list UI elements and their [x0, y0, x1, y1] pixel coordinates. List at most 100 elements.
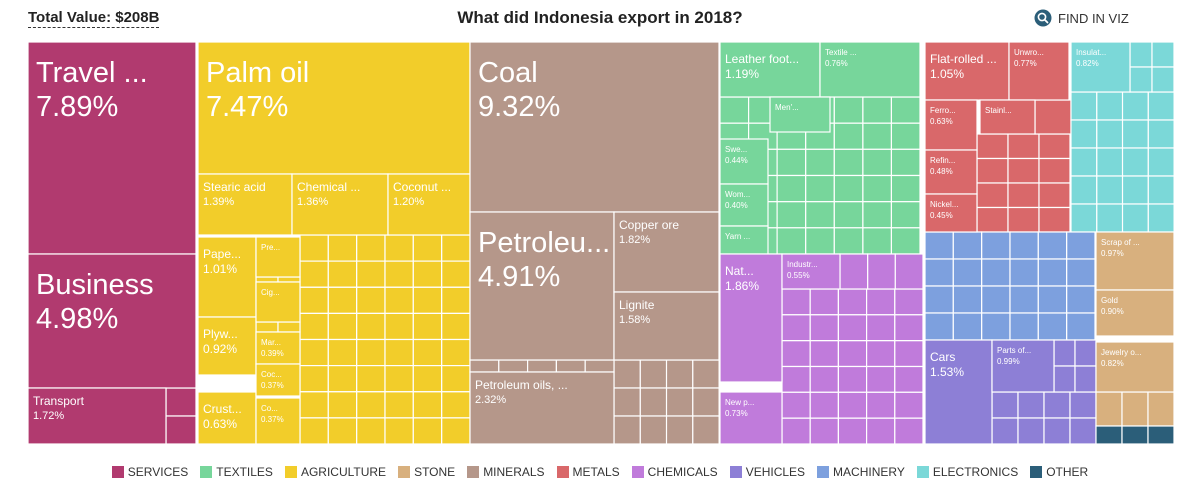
legend-item-agriculture[interactable]: AGRICULTURE	[284, 465, 386, 479]
treemap-tile[interactable]	[613, 211, 720, 293]
treemap-small-tile[interactable]	[865, 365, 896, 393]
legend-item-services[interactable]: SERVICES	[111, 465, 188, 479]
treemap-small-tile[interactable]	[805, 174, 835, 203]
treemap-small-tile[interactable]	[894, 365, 924, 393]
treemap-small-tile[interactable]	[781, 314, 811, 342]
treemap-small-tile[interactable]	[809, 314, 840, 342]
treemap-small-tile[interactable]	[833, 174, 864, 203]
treemap-small-tile[interactable]	[584, 359, 615, 373]
treemap-small-tile[interactable]	[412, 365, 443, 393]
treemap-small-tile[interactable]	[327, 417, 358, 444]
treemap-small-tile[interactable]	[1147, 119, 1174, 149]
treemap-small-tile[interactable]	[1129, 42, 1153, 68]
treemap-tile[interactable]	[924, 99, 978, 151]
treemap-small-tile[interactable]	[356, 365, 386, 393]
treemap-small-tile[interactable]	[1053, 365, 1076, 393]
treemap-small-tile[interactable]	[527, 359, 558, 373]
treemap-small-tile[interactable]	[356, 260, 386, 288]
treemap-small-tile[interactable]	[839, 253, 869, 290]
treemap-small-tile[interactable]	[776, 174, 807, 203]
treemap-small-tile[interactable]	[1043, 417, 1071, 444]
treemap-small-tile[interactable]	[924, 285, 954, 314]
treemap-small-tile[interactable]	[809, 417, 840, 444]
treemap-small-tile[interactable]	[412, 260, 443, 288]
treemap-small-tile[interactable]	[613, 359, 641, 389]
treemap-small-tile[interactable]	[1066, 258, 1096, 287]
treemap-small-tile[interactable]	[356, 391, 386, 419]
treemap-small-tile[interactable]	[924, 312, 954, 341]
treemap-small-tile[interactable]	[862, 174, 893, 203]
treemap-small-tile[interactable]	[1151, 42, 1174, 68]
treemap-tile[interactable]	[979, 99, 1036, 135]
treemap-small-tile[interactable]	[1070, 119, 1098, 149]
treemap-small-tile[interactable]	[805, 201, 835, 229]
treemap-small-tile[interactable]	[1095, 425, 1123, 444]
treemap-small-tile[interactable]	[1037, 312, 1068, 341]
treemap-tile[interactable]	[719, 391, 783, 444]
treemap-small-tile[interactable]	[776, 148, 807, 177]
treemap-small-tile[interactable]	[356, 417, 386, 444]
treemap-small-tile[interactable]	[862, 96, 893, 124]
total-value-label[interactable]: Total Value: $208B	[28, 9, 160, 28]
treemap-small-tile[interactable]	[469, 359, 500, 373]
legend-item-metals[interactable]: METALS	[556, 465, 620, 479]
treemap-small-tile[interactable]	[639, 387, 668, 417]
treemap-small-tile[interactable]	[1147, 147, 1174, 177]
treemap-small-tile[interactable]	[1037, 285, 1068, 314]
treemap-small-tile[interactable]	[837, 314, 868, 342]
treemap-tile[interactable]	[1095, 231, 1174, 291]
treemap-small-tile[interactable]	[299, 260, 329, 288]
treemap-small-tile[interactable]	[809, 365, 840, 393]
treemap-small-tile[interactable]	[952, 231, 983, 260]
treemap-small-tile[interactable]	[356, 338, 386, 367]
treemap-tile[interactable]	[819, 42, 921, 98]
treemap-small-tile[interactable]	[1009, 231, 1039, 260]
treemap-small-tile[interactable]	[833, 148, 864, 177]
treemap-small-tile[interactable]	[894, 417, 924, 444]
treemap-small-tile[interactable]	[441, 286, 471, 315]
treemap-small-tile[interactable]	[555, 359, 586, 373]
treemap-small-tile[interactable]	[1007, 182, 1040, 209]
treemap-small-tile[interactable]	[1096, 119, 1124, 149]
treemap-small-tile[interactable]	[1095, 391, 1123, 427]
treemap-small-tile[interactable]	[299, 417, 329, 444]
treemap-small-tile[interactable]	[809, 288, 840, 316]
treemap-small-tile[interactable]	[1147, 425, 1174, 444]
treemap-small-tile[interactable]	[1069, 391, 1097, 419]
legend-item-other[interactable]: OTHER	[1030, 465, 1088, 479]
legend-item-electronics[interactable]: ELECTRONICS	[916, 465, 1018, 479]
treemap-tile[interactable]	[1008, 42, 1070, 101]
legend-item-stone[interactable]: STONE	[398, 465, 455, 479]
treemap-small-tile[interactable]	[441, 312, 471, 341]
treemap-small-tile[interactable]	[781, 340, 811, 368]
treemap-small-tile[interactable]	[299, 338, 329, 367]
treemap-small-tile[interactable]	[865, 391, 896, 419]
treemap-small-tile[interactable]	[277, 276, 301, 283]
treemap-small-tile[interactable]	[776, 201, 807, 229]
treemap-small-tile[interactable]	[890, 174, 921, 203]
treemap-small-tile[interactable]	[924, 231, 954, 260]
treemap-small-tile[interactable]	[1129, 66, 1153, 93]
treemap-small-tile[interactable]	[1147, 91, 1174, 121]
treemap-small-tile[interactable]	[412, 312, 443, 341]
treemap-small-tile[interactable]	[1147, 391, 1174, 427]
treemap-small-tile[interactable]	[837, 340, 868, 368]
treemap-small-tile[interactable]	[862, 148, 893, 177]
treemap-small-tile[interactable]	[1017, 417, 1045, 444]
treemap-small-tile[interactable]	[1007, 157, 1040, 184]
treemap-tile[interactable]	[924, 149, 978, 195]
treemap-small-tile[interactable]	[1066, 231, 1096, 260]
treemap-small-tile[interactable]	[1069, 417, 1097, 444]
treemap-small-tile[interactable]	[976, 182, 1009, 209]
treemap-tile[interactable]	[924, 193, 978, 233]
treemap-small-tile[interactable]	[1043, 391, 1071, 419]
treemap-small-tile[interactable]	[1070, 203, 1098, 233]
treemap-small-tile[interactable]	[692, 415, 720, 444]
treemap-small-tile[interactable]	[894, 391, 924, 419]
treemap-tile[interactable]	[255, 331, 301, 365]
treemap-small-tile[interactable]	[837, 288, 868, 316]
treemap-small-tile[interactable]	[1037, 258, 1068, 287]
treemap-small-tile[interactable]	[894, 288, 924, 316]
find-in-viz-button[interactable]: FIND IN VIZ	[1034, 8, 1129, 28]
treemap-small-tile[interactable]	[833, 122, 864, 150]
